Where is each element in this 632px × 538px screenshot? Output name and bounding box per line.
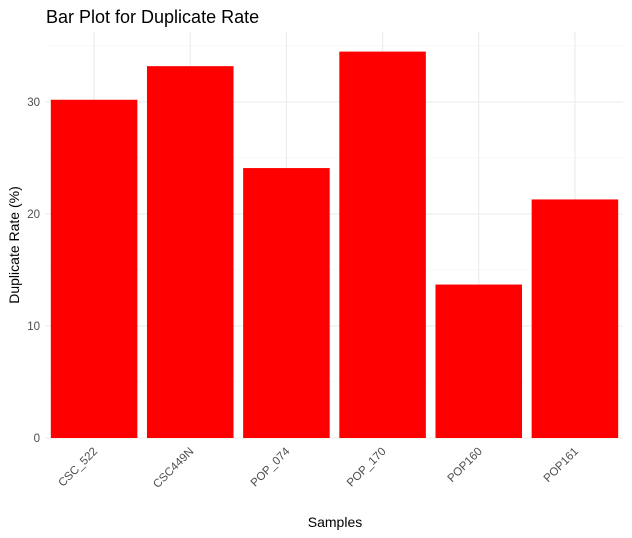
y-tick-label: 20 xyxy=(27,209,40,221)
bar-pop-170 xyxy=(339,51,426,438)
x-tick-label: POP_074 xyxy=(249,445,293,489)
bar-csc-522 xyxy=(50,99,138,438)
bar-pop160 xyxy=(435,284,523,438)
x-tick-label: POP_170 xyxy=(345,446,389,490)
bars xyxy=(50,51,619,438)
bar-csc449n xyxy=(146,66,234,438)
y-axis-title: Duplicate Rate (%) xyxy=(6,186,22,304)
y-tick-label: 10 xyxy=(27,321,40,333)
y-tick-label: 0 xyxy=(34,433,40,445)
bar-pop161 xyxy=(531,199,619,438)
x-tick-label: CSC449N xyxy=(151,446,196,491)
y-tick-label: 30 xyxy=(27,97,40,109)
bar-pop-074 xyxy=(243,168,330,438)
x-axis-title: Samples xyxy=(308,514,362,530)
y-tick-labels: 0 10 20 30 xyxy=(27,97,40,445)
x-tick-label: POP160 xyxy=(446,446,485,485)
x-tick-labels: CSC_522 CSC449N POP_074 POP_170 POP160 POP161 xyxy=(56,445,581,491)
chart-title: Bar Plot for Duplicate Rate xyxy=(46,7,259,27)
x-tick-label: POP161 xyxy=(542,446,581,485)
x-tick-label: CSC_522 xyxy=(56,446,100,490)
